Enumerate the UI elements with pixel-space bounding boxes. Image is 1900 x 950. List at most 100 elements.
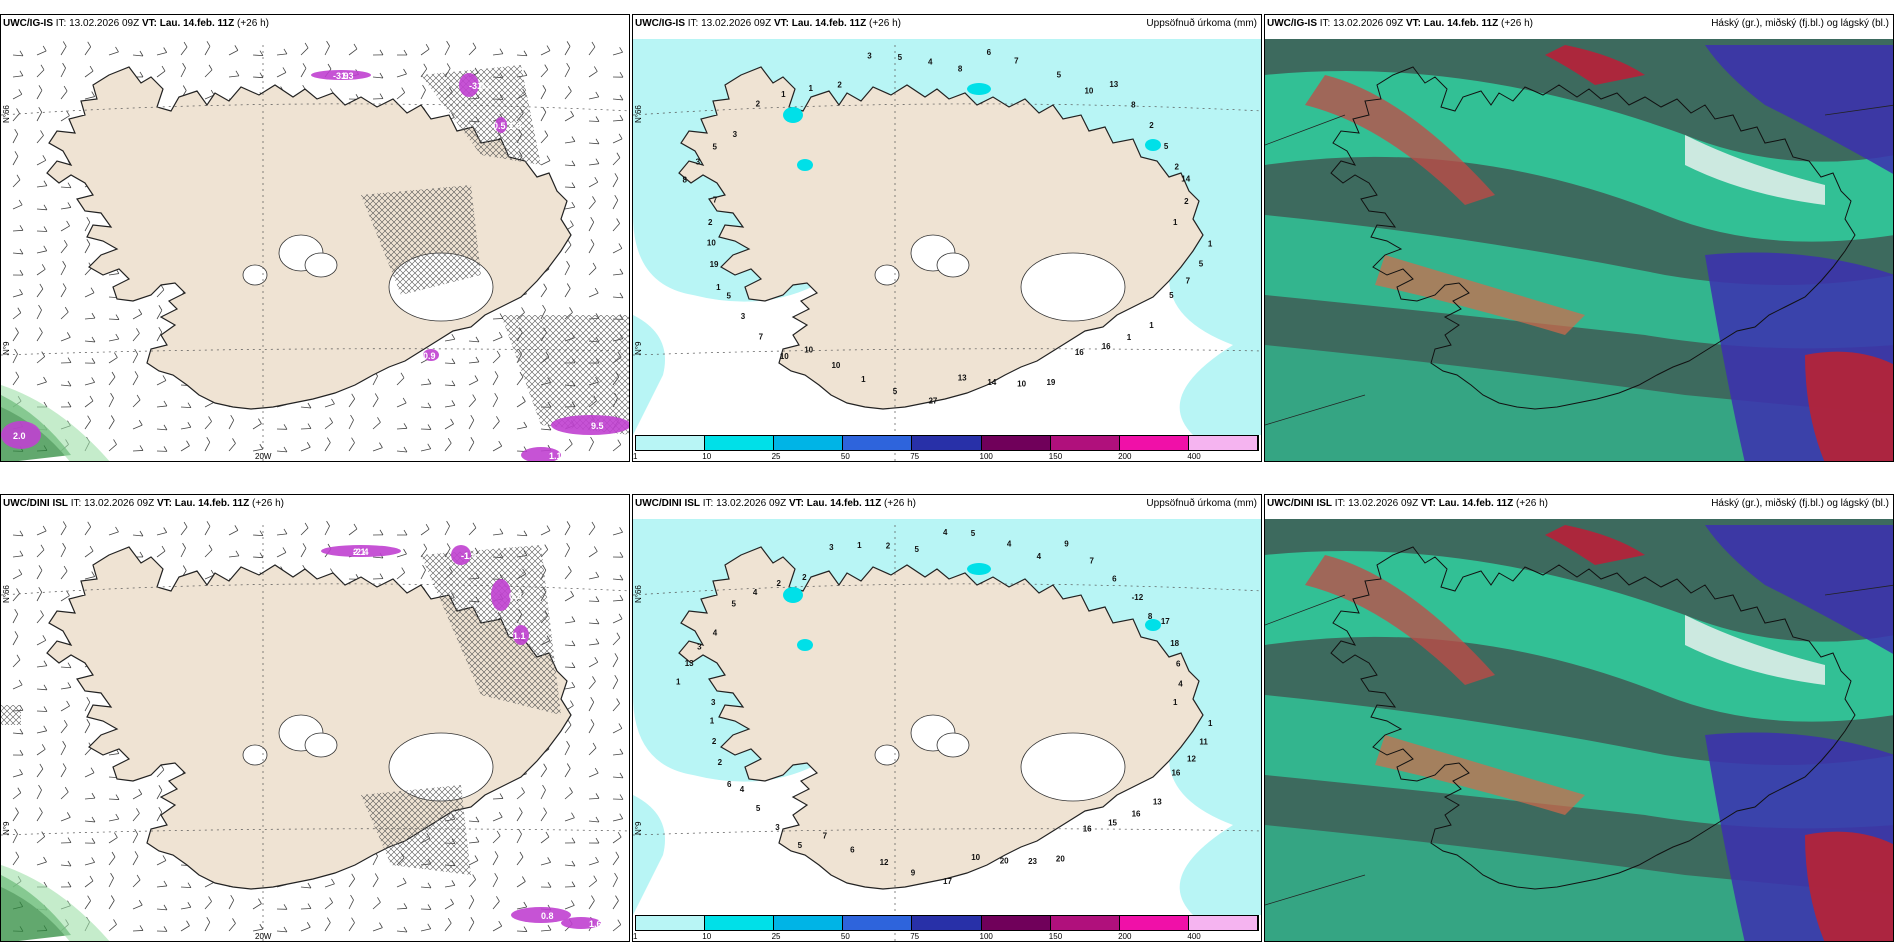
precip-value: 5 <box>915 545 920 554</box>
precip-value: 3 <box>711 698 716 707</box>
legend-swatch <box>843 436 913 450</box>
value-label: -3.4 <box>469 81 485 91</box>
precip-value: 5 <box>798 841 803 850</box>
precip-value: 5 <box>1164 142 1169 151</box>
precip-value: 3 <box>697 642 702 651</box>
precip-value: 7 <box>713 196 718 205</box>
precip-value: 13 <box>685 659 694 668</box>
precip-value: 1 <box>710 717 715 726</box>
panel-title: Uppsöfnuð úrkoma (mm) <box>1146 498 1257 509</box>
cloud-map-panel-bottom: UWC/DINI ISL IT: 13.02.2026 09Z VT: Lau.… <box>1264 494 1894 942</box>
precip-value: -12 <box>1132 593 1144 602</box>
magenta-contour <box>513 625 529 645</box>
cloud-map-panel-top: UWC/IG-IS IT: 13.02.2026 09Z VT: Lau. 14… <box>1264 14 1894 462</box>
magenta-contour <box>495 117 507 133</box>
precip-value: 8 <box>1131 100 1136 109</box>
panel-title: Háský (gr.), miðský (fj.bl.) og lágský (… <box>1711 498 1889 509</box>
precip-value: 5 <box>713 142 718 151</box>
precip-value: 5 <box>898 53 903 62</box>
cloud-map <box>1265 495 1893 941</box>
legend-swatch <box>1050 436 1120 450</box>
value-label: 0.9 <box>423 351 436 361</box>
precip-cell <box>967 563 991 575</box>
precip-value: 10 <box>831 361 840 370</box>
precip-value: 3 <box>867 52 872 61</box>
magenta-contour <box>551 415 629 435</box>
legend-tick: 400 <box>1187 452 1201 461</box>
precip-cell <box>967 83 991 95</box>
precip-value: 2 <box>1149 121 1154 130</box>
precip-value: 4 <box>740 785 745 794</box>
precip-value: 5 <box>1199 259 1204 268</box>
glacier <box>304 252 338 278</box>
precip-value: 16 <box>1075 348 1084 357</box>
magenta-contour <box>511 907 571 923</box>
legend-tick: 50 <box>840 452 850 461</box>
precip-value: 4 <box>1178 680 1183 689</box>
precip-value: 15 <box>1108 819 1117 828</box>
precip-value: 7 <box>823 832 828 841</box>
precip-value: 6 <box>727 780 732 789</box>
value-label: 1.3 <box>477 81 490 91</box>
wind-speed-area <box>1 385 110 461</box>
panel-header: UWC/DINI ISL IT: 13.02.2026 09Z VT: Lau.… <box>3 498 284 509</box>
value-label: 0.5 <box>493 121 506 131</box>
legend-swatch <box>981 436 1051 450</box>
hatched-area <box>361 185 481 295</box>
precip-value: 3 <box>696 158 701 167</box>
precip-area <box>633 795 665 915</box>
precip-value: 2 <box>802 573 807 582</box>
magenta-contour <box>423 349 439 361</box>
precip-value: 2 <box>777 579 782 588</box>
hatched-area <box>421 545 561 715</box>
precip-value: 19 <box>1046 378 1055 387</box>
precip-value: 4 <box>928 57 933 66</box>
cloud-layer <box>1805 351 1893 461</box>
glacier <box>242 744 268 766</box>
legend-tick: 1 <box>633 932 638 941</box>
cloud-map <box>1265 15 1893 461</box>
precip-value: 4 <box>1037 552 1042 561</box>
precip-value: 16 <box>1132 809 1141 818</box>
precip-value: 10 <box>1017 380 1026 389</box>
iceland-coastline <box>1330 546 1856 890</box>
legend-tick: 75 <box>910 452 920 461</box>
value-label: 1.3 <box>341 71 354 81</box>
precip-cell <box>1145 139 1161 151</box>
hatched-area <box>361 785 471 875</box>
lat-label: N°9 <box>2 821 11 835</box>
legend-tick: 100 <box>979 452 993 461</box>
magenta-contour <box>491 579 511 611</box>
legend-swatch <box>705 436 775 450</box>
precip-value: 3 <box>775 823 780 832</box>
lat-label: N°9 <box>634 341 643 355</box>
precip-map: N°66N°9115751116161910141327511010107351… <box>633 15 1261 461</box>
precip-value: 1 <box>1173 218 1178 227</box>
cloud-layer <box>1705 45 1893 174</box>
panel-header: UWC/DINI ISL IT: 13.02.2026 09Z VT: Lau.… <box>635 498 916 509</box>
graticule <box>1 45 629 461</box>
lat-label: N°66 <box>634 105 643 123</box>
value-label: -1.4 <box>461 551 477 561</box>
glacier <box>874 744 900 766</box>
hatched-area <box>1 705 21 725</box>
value-label: 1.6 <box>589 919 602 929</box>
legend-tick: 400 <box>1187 932 1201 941</box>
precip-value: 10 <box>971 853 980 862</box>
lat-label: N°66 <box>2 105 11 123</box>
legend-tick: 1 <box>633 452 638 461</box>
glacier <box>874 264 900 286</box>
value-label: 0.9 <box>509 591 522 601</box>
hatched-area <box>501 315 629 435</box>
precip-cell <box>1145 619 1161 631</box>
value-label: 2.0 <box>13 431 26 441</box>
legend-tick: 25 <box>771 932 781 941</box>
lat-label: N°9 <box>634 821 643 835</box>
precip-value: 4 <box>943 528 948 537</box>
precip-value: 5 <box>1057 71 1062 80</box>
precip-value: 7 <box>1090 556 1095 565</box>
glacier <box>1020 252 1126 322</box>
panel-header: UWC/IG-IS IT: 13.02.2026 09Z VT: Lau. 14… <box>635 18 901 29</box>
glacier <box>936 252 970 278</box>
